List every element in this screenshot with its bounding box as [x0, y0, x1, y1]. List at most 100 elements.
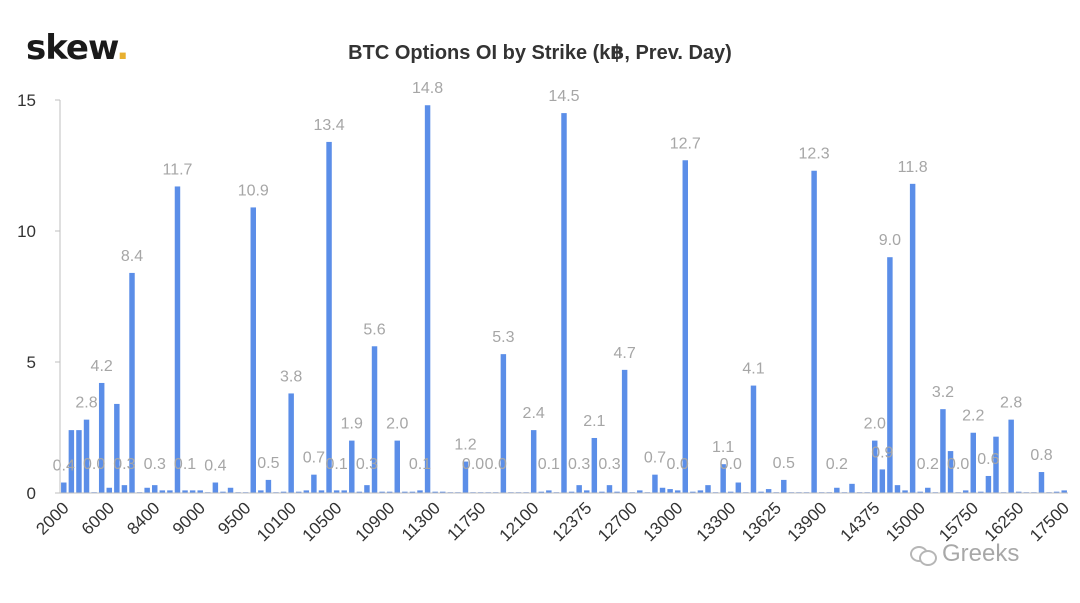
data-label: 0.2 — [826, 456, 848, 473]
bar — [76, 430, 82, 493]
data-label: 0.1 — [409, 456, 431, 473]
data-label: 5.6 — [363, 321, 385, 338]
data-label: 0.1 — [174, 456, 196, 473]
bar — [189, 490, 196, 493]
data-label: 5.3 — [492, 329, 514, 346]
bar — [409, 491, 416, 493]
bar — [265, 479, 272, 493]
bar — [917, 491, 923, 493]
data-label: 2.4 — [523, 405, 545, 422]
bar — [599, 491, 605, 493]
bar — [417, 490, 423, 493]
bar — [637, 490, 643, 493]
x-tick-label: 15750 — [935, 498, 982, 545]
bar — [978, 491, 984, 493]
data-label: 2.1 — [583, 413, 605, 430]
bar — [962, 490, 969, 493]
data-label: 0.3 — [144, 456, 166, 473]
bar — [174, 186, 181, 493]
x-tick-label: 2000 — [32, 498, 72, 538]
bar — [879, 469, 886, 493]
data-label: 11.8 — [898, 159, 928, 176]
x-tick-label: 11750 — [443, 498, 489, 544]
bar — [705, 485, 711, 493]
data-label: 2.2 — [962, 408, 984, 425]
bar — [758, 491, 764, 493]
x-tick-label: 14375 — [837, 498, 884, 545]
bar — [326, 141, 332, 494]
bar — [296, 491, 302, 493]
bar — [538, 491, 544, 493]
data-label: 0.1 — [326, 456, 348, 473]
data-label: 2.0 — [386, 416, 408, 433]
bar — [970, 432, 976, 493]
y-tick-label: 10 — [17, 222, 36, 241]
data-label: 3.8 — [280, 368, 302, 385]
data-label: 0.5 — [257, 455, 279, 472]
data-label: 3.2 — [932, 384, 954, 401]
data-label: 12.3 — [799, 146, 830, 163]
bar — [106, 487, 112, 493]
watermark-text: Greeks — [942, 540, 1020, 567]
data-label: 0.7 — [303, 450, 325, 467]
data-label: 14.5 — [548, 88, 579, 105]
bar — [288, 393, 294, 493]
data-label: 1.2 — [454, 437, 476, 454]
bar — [121, 485, 128, 493]
bar — [349, 440, 355, 493]
bar — [606, 485, 613, 493]
bar — [887, 257, 893, 493]
data-label: 0.4 — [204, 458, 226, 475]
bar — [530, 430, 537, 493]
bar — [311, 474, 317, 493]
bar — [1038, 472, 1045, 493]
bar — [280, 491, 287, 493]
data-label: 14.8 — [412, 80, 443, 97]
bar — [61, 482, 67, 493]
bar — [1016, 491, 1022, 493]
bar — [947, 451, 954, 493]
bar — [159, 490, 166, 493]
data-label: 0.0 — [462, 456, 484, 473]
x-tick-label: 16250 — [981, 498, 1028, 545]
bar — [386, 491, 393, 493]
bar — [750, 385, 757, 493]
bar — [144, 487, 150, 493]
x-tick-label: 8400 — [123, 498, 163, 538]
bar — [728, 491, 734, 493]
bar — [356, 491, 363, 493]
bar — [432, 491, 438, 493]
bar — [576, 485, 582, 493]
chart-title: BTC Options OI by Strike (k฿, Prev. Day) — [348, 42, 732, 64]
data-label: 2.8 — [75, 395, 97, 412]
x-tick-label: 13900 — [784, 498, 831, 545]
y-tick-label: 0 — [27, 484, 36, 503]
bar — [341, 490, 347, 493]
chat-bubbles-icon — [910, 544, 937, 566]
bar — [394, 440, 400, 493]
data-label: 9.0 — [879, 232, 901, 249]
bar — [682, 160, 688, 493]
x-tick-label: 10500 — [299, 498, 346, 545]
data-label: 8.4 — [121, 248, 143, 265]
bar — [182, 490, 188, 493]
data-label: 4.2 — [91, 358, 113, 375]
bar — [333, 490, 340, 493]
data-label: 2.8 — [1000, 395, 1022, 412]
data-label: 0.3 — [113, 456, 135, 473]
data-label: 11.7 — [162, 161, 192, 178]
bar — [667, 489, 673, 493]
bar — [872, 440, 878, 493]
bar — [1053, 491, 1060, 493]
bar — [258, 490, 264, 493]
data-label: 1.9 — [341, 416, 363, 433]
bar — [697, 490, 704, 493]
bar — [1061, 490, 1067, 493]
data-label: 0.0 — [667, 456, 689, 473]
bar — [993, 436, 999, 493]
data-label: 0.3 — [568, 456, 590, 473]
y-tick-label: 5 — [27, 353, 36, 372]
bar — [129, 272, 135, 493]
bar — [364, 485, 370, 493]
bar — [212, 482, 219, 493]
